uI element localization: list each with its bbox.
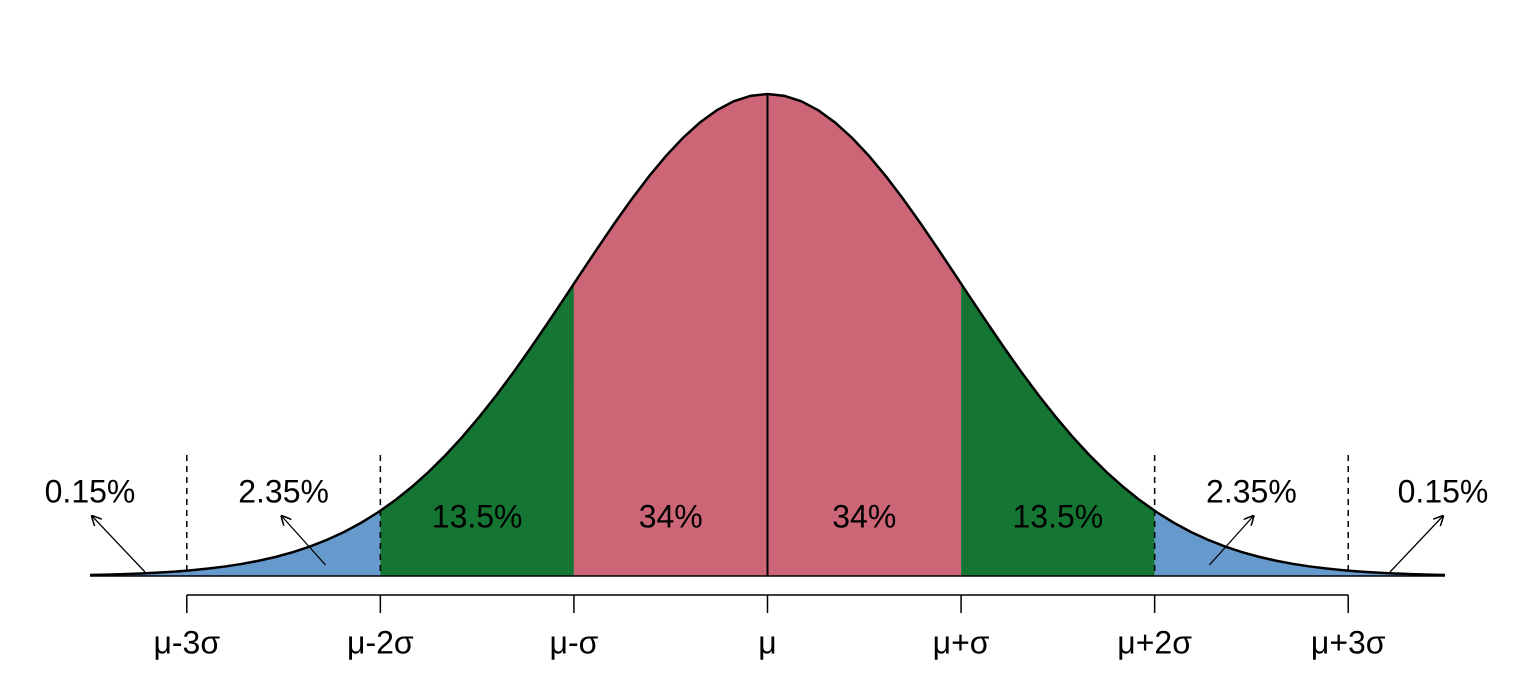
value-label: 13.5% [432, 498, 523, 534]
value-label: 34% [832, 498, 896, 534]
arrow [1208, 516, 1253, 566]
x-tick-label: μ-2σ [347, 624, 414, 660]
x-tick-label: μ-3σ [153, 624, 220, 660]
value-label: 34% [639, 498, 703, 534]
region [767, 94, 962, 576]
x-tick-label: μ+2σ [1117, 624, 1192, 660]
region [186, 510, 381, 576]
x-tick-label: μ [758, 624, 776, 660]
value-label: 13.5% [1012, 498, 1103, 534]
region [1154, 510, 1349, 576]
region [573, 94, 768, 576]
arrow [92, 516, 146, 573]
x-tick-label: μ+σ [933, 624, 990, 660]
arrow [1389, 516, 1443, 573]
value-label: 0.15% [45, 473, 136, 509]
value-label: 0.15% [1398, 473, 1489, 509]
value-label: 2.35% [238, 473, 329, 509]
arrow [282, 516, 327, 566]
x-tick-label: μ-σ [550, 624, 599, 660]
value-label: 2.35% [1206, 473, 1297, 509]
x-tick-label: μ+3σ [1311, 624, 1386, 660]
